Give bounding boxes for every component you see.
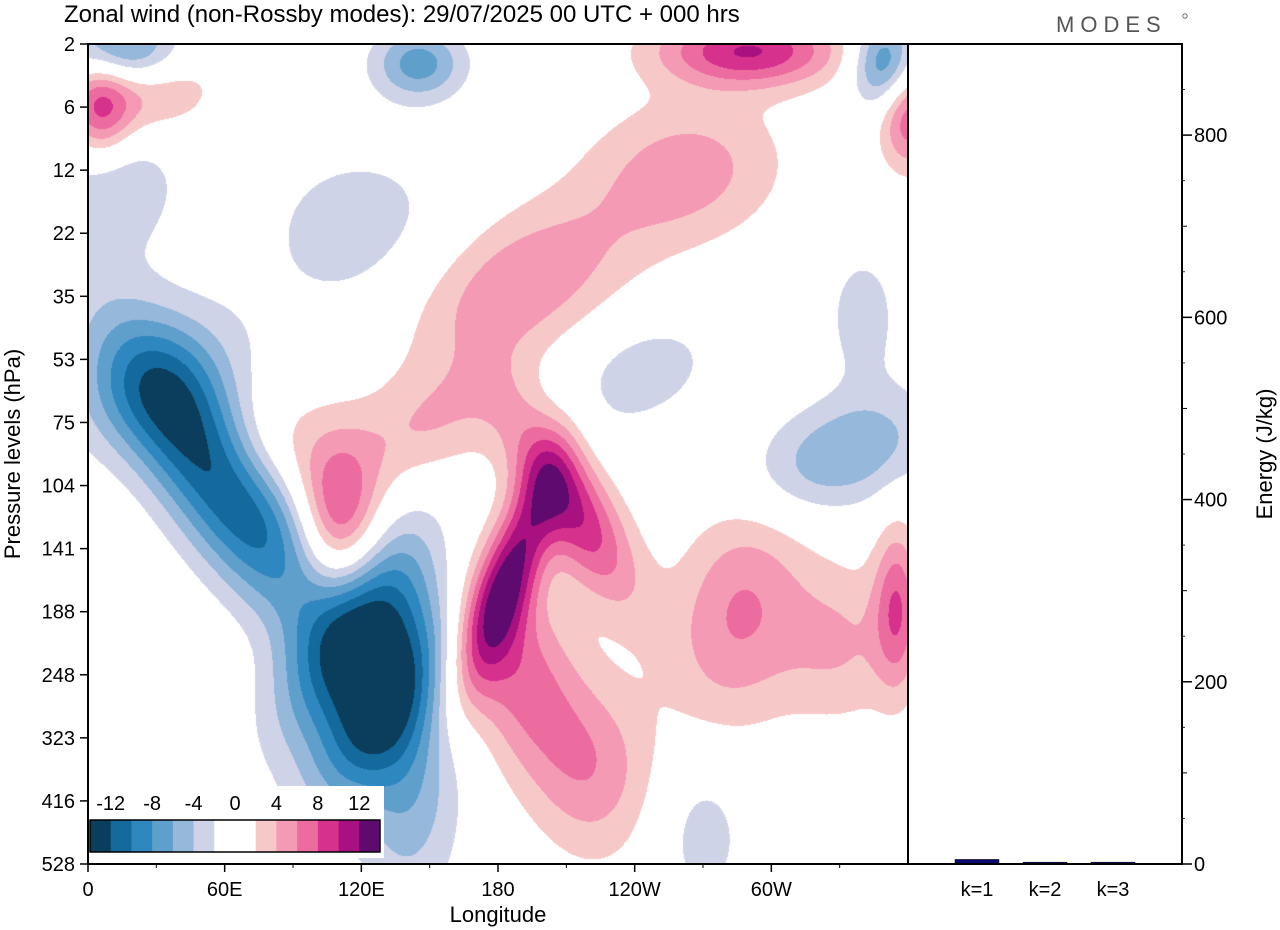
y-tick-label: 248 [42, 665, 75, 687]
energy-tick-label: 600 [1194, 307, 1227, 329]
y-tick-label: 2 [64, 34, 75, 56]
colorbar-frame [89, 819, 381, 853]
x-tick-label: 60E [207, 879, 243, 901]
colorbar-label: -8 [143, 793, 161, 815]
modes-logo: MODES [1056, 12, 1188, 37]
colorbar-swatch [152, 820, 174, 852]
energy-bar-label: k=1 [961, 879, 994, 901]
energy-panel-frame [907, 43, 1183, 865]
energy-tick-label: 400 [1194, 490, 1227, 512]
x-tick-label: 0 [82, 879, 93, 901]
colorbar-swatch [255, 820, 277, 852]
colorbar-label: 4 [271, 793, 282, 815]
y-axis-label: Pressure levels (hPa) [0, 349, 25, 559]
chart-title: Zonal wind (non-Rossby modes): 29/07/202… [64, 1, 740, 28]
x-tick-label: 180 [481, 879, 514, 901]
y-tick-label: 53 [53, 349, 75, 371]
energy-tick-label: 0 [1194, 854, 1205, 876]
colorbar-swatch [90, 820, 112, 852]
registered-mark-icon [1182, 13, 1188, 19]
x-tick-label: 120E [338, 879, 385, 901]
colorbar-label: -12 [96, 793, 125, 815]
x-tick-label: 60W [751, 879, 792, 901]
colorbar-swatch [338, 820, 360, 852]
y-tick-label: 104 [42, 476, 75, 498]
colorbar-label: 12 [348, 793, 370, 815]
logo-text: MODES [1056, 12, 1167, 37]
colorbar-label: -4 [185, 793, 203, 815]
colorbar-swatch [193, 820, 215, 852]
colorbar-swatch [276, 820, 298, 852]
heatmap-area [88, 44, 908, 864]
energy-bar-label: k=3 [1097, 879, 1130, 901]
colorbar-swatch [317, 820, 340, 852]
energy-tick-label: 200 [1194, 672, 1227, 694]
energy-bar-panel: 0 200 400 600 800 k=1 k=2 k=3 [954, 89, 1227, 901]
colorbar-swatch [131, 820, 153, 852]
energy-axis-label: Energy (J/kg) [1252, 389, 1277, 520]
y-tick-label: 22 [53, 223, 75, 245]
y-tick-label: 12 [53, 160, 75, 182]
energy-bar-label: k=2 [1029, 879, 1062, 901]
colorbar: -12 -8 -4 0 4 8 12 [86, 786, 384, 858]
y-tick-label: 528 [42, 854, 75, 876]
y-tick-label: 416 [42, 791, 75, 813]
x-tick-label: 120W [609, 879, 661, 901]
colorbar-swatch [172, 820, 195, 852]
energy-tick-label: 800 [1194, 125, 1227, 147]
colorbar-swatch [359, 820, 381, 852]
colorbar-swatch [297, 820, 319, 852]
wind-field-image [88, 44, 908, 864]
y-tick-label: 188 [42, 602, 75, 624]
colorbar-swatch [110, 820, 132, 852]
colorbar-swatch [235, 820, 257, 852]
x-axis-label: Longitude [450, 902, 547, 927]
y-tick-label: 6 [64, 97, 75, 119]
colorbar-label: 8 [312, 793, 323, 815]
y-tick-label: 141 [42, 539, 75, 561]
colorbar-label: 0 [229, 793, 240, 815]
y-tick-label: 35 [53, 286, 75, 308]
y-tick-label: 323 [42, 728, 75, 750]
y-tick-label: 75 [53, 412, 75, 434]
x-axis: 0 60E 120E 180 120W 60W [82, 864, 841, 901]
colorbar-swatch [214, 820, 236, 852]
y-axis: 2 6 12 22 35 53 75 104 141 188 248 323 416 528 [42, 34, 88, 876]
